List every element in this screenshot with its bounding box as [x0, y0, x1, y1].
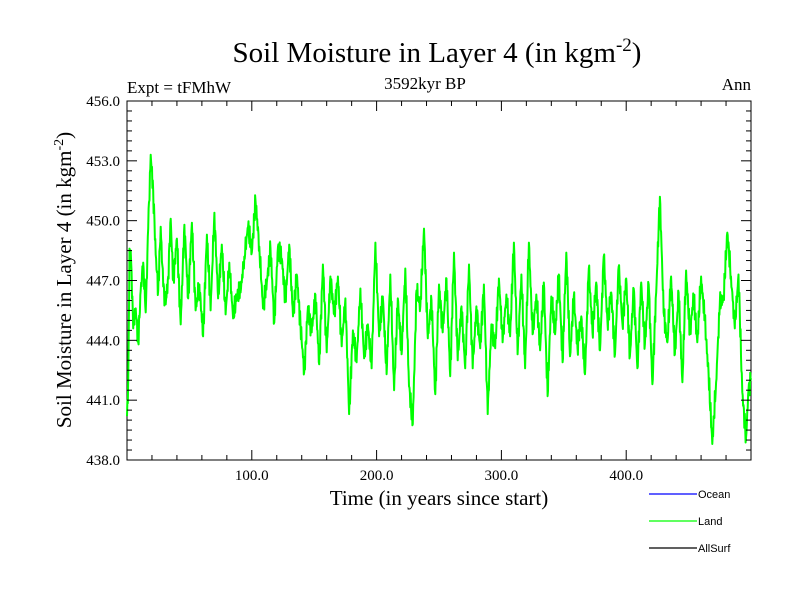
legend-label-allsurf: AllSurf — [698, 543, 731, 555]
y-tick-label: 447.0 — [86, 274, 120, 290]
y-axis-ticks: 438.0 441.0 444.0 447.0 450.0 453.0 456.0 — [86, 94, 751, 469]
chart-title: Soil Moisture in Layer 4 (in kgm-2) — [233, 35, 642, 69]
season-label: Ann — [722, 75, 752, 94]
legend-label-land: Land — [698, 516, 722, 528]
x-axis-label: Time (in years since start) — [330, 486, 549, 510]
y-axis-label-superscript: -2 — [52, 139, 67, 151]
chart-title-close: ) — [632, 37, 642, 69]
x-tick-label: 200.0 — [360, 468, 394, 484]
y-tick-label: 441.0 — [86, 393, 120, 409]
x-axis-ticks: 100.0 200.0 300.0 400.0 — [151, 101, 727, 484]
series-line-land — [126, 153, 752, 445]
y-tick-label: 456.0 — [86, 94, 120, 110]
y-axis-label-close: ) — [52, 132, 76, 139]
chart-subtitle: 3592kyr BP — [384, 74, 466, 93]
y-axis-label: Soil Moisture in Layer 4 (in kgm-2) — [52, 132, 76, 428]
x-tick-label: 100.0 — [235, 468, 269, 484]
x-tick-label: 300.0 — [485, 468, 519, 484]
y-tick-label: 450.0 — [86, 214, 120, 230]
x-tick-label: 400.0 — [609, 468, 643, 484]
legend-label-ocean: Ocean — [698, 489, 730, 501]
legend: Ocean Land AllSurf — [649, 489, 731, 555]
y-axis-label-main: Soil Moisture in Layer 4 (in kgm — [52, 151, 76, 429]
experiment-label: Expt = tFMhW — [127, 78, 232, 97]
chart-title-superscript: -2 — [616, 35, 632, 56]
y-tick-label: 444.0 — [86, 333, 120, 349]
chart-title-main: Soil Moisture in Layer 4 (in kgm — [233, 37, 617, 69]
y-tick-label: 453.0 — [86, 154, 120, 170]
y-tick-label: 438.0 — [86, 453, 120, 469]
